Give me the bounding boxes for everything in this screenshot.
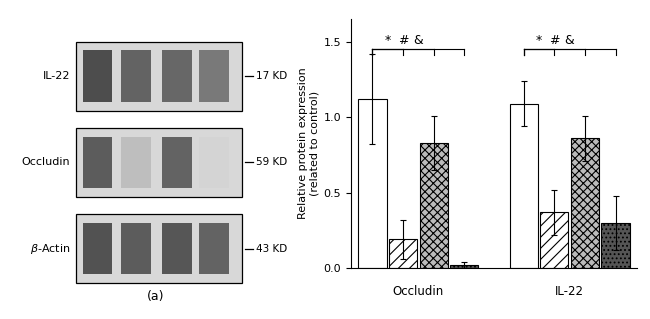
- Bar: [121, 223, 151, 274]
- Text: *: *: [536, 34, 542, 47]
- Y-axis label: Relative protein expression
(related to control): Relative protein expression (related to …: [298, 68, 320, 219]
- Bar: [162, 50, 192, 102]
- Bar: [199, 50, 229, 102]
- Text: #: #: [549, 34, 560, 47]
- Bar: [199, 137, 229, 188]
- Text: IL-22: IL-22: [555, 286, 584, 298]
- Text: Occludin: Occludin: [21, 157, 70, 167]
- Text: #: #: [398, 34, 408, 47]
- Text: IL-22: IL-22: [43, 71, 70, 81]
- Text: 59 KD: 59 KD: [256, 157, 287, 167]
- Text: (a): (a): [148, 290, 164, 303]
- Bar: [162, 137, 192, 188]
- Text: 17 KD: 17 KD: [256, 71, 287, 81]
- Bar: [540, 212, 568, 268]
- Bar: [420, 143, 448, 268]
- Bar: [121, 137, 151, 188]
- Bar: [83, 137, 112, 188]
- Text: Occludin: Occludin: [393, 286, 444, 298]
- Bar: [76, 214, 242, 283]
- Bar: [83, 223, 112, 274]
- Text: 43 KD: 43 KD: [256, 243, 287, 254]
- Bar: [76, 128, 242, 197]
- Text: &: &: [413, 34, 423, 47]
- Text: &: &: [565, 34, 575, 47]
- Bar: [199, 223, 229, 274]
- Bar: [358, 99, 387, 268]
- Bar: [121, 50, 151, 102]
- Bar: [450, 265, 478, 268]
- Bar: [83, 50, 112, 102]
- Text: *: *: [385, 34, 391, 47]
- Bar: [601, 223, 630, 268]
- Bar: [162, 223, 192, 274]
- Bar: [510, 104, 538, 268]
- Bar: [571, 138, 599, 268]
- Bar: [389, 239, 417, 268]
- Bar: [76, 42, 242, 111]
- Text: $\beta$-Actin: $\beta$-Actin: [30, 241, 70, 256]
